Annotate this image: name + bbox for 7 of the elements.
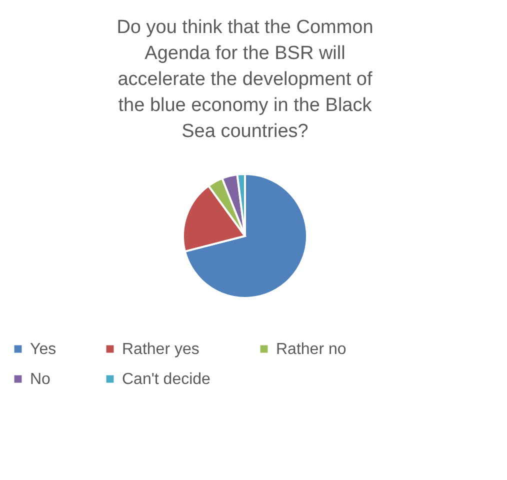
legend-label: Yes: [30, 341, 56, 358]
pie-slice: [184, 173, 308, 299]
chart-title: Do you think that the Common Agenda for the BSR will accelerate the development of the blue economy in the Black Sea countries?: [116, 17, 374, 142]
legend-label: Can't decide: [122, 371, 211, 388]
legend-label: No: [30, 371, 51, 388]
legend-label: Rather no: [276, 341, 346, 358]
legend-label: Rather yes: [122, 341, 200, 358]
